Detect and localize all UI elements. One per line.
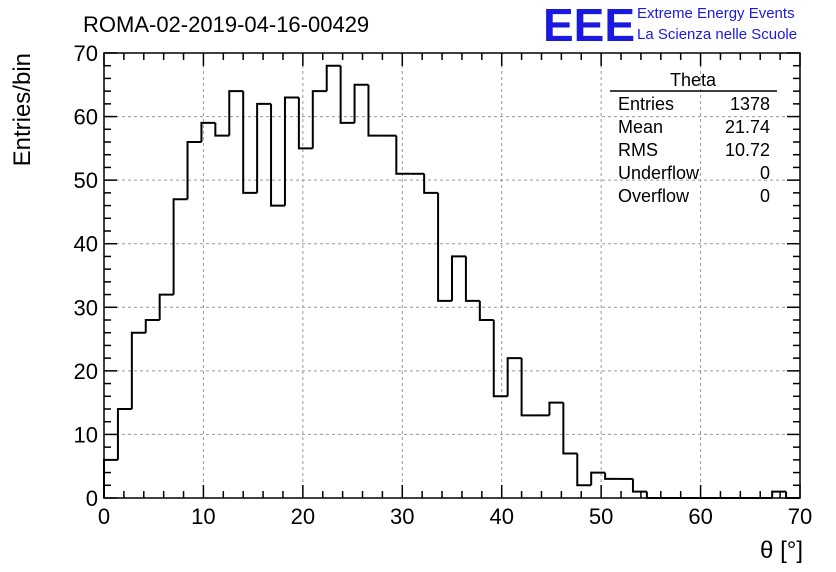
y-tick-label: 10 bbox=[74, 422, 98, 447]
histogram-bin bbox=[604, 472, 620, 480]
histogram-bin bbox=[631, 478, 647, 493]
histogram-bin bbox=[228, 90, 244, 136]
y-axis-title: Entries/bin bbox=[9, 53, 36, 166]
stats-value-mean: 21.74 bbox=[725, 117, 770, 137]
y-tick-label: 60 bbox=[74, 105, 98, 130]
histogram-bin bbox=[492, 320, 508, 398]
axis-ticks bbox=[103, 52, 801, 499]
histogram-bin bbox=[172, 198, 188, 295]
histogram-bin bbox=[645, 491, 661, 499]
histogram-bin bbox=[464, 256, 480, 302]
stats-value-underflow: 0 bbox=[760, 163, 770, 183]
histogram-bin bbox=[437, 192, 452, 302]
x-tick-label: 50 bbox=[589, 504, 613, 529]
x-tick-label: 20 bbox=[291, 504, 315, 529]
x-tick-labels: 0 10 20 30 40 50 60 70 bbox=[98, 504, 812, 529]
stats-value-entries: 1378 bbox=[730, 94, 770, 114]
y-tick-label: 50 bbox=[74, 168, 98, 193]
histogram-bin bbox=[339, 65, 355, 124]
histogram-bins bbox=[103, 64, 800, 499]
x-tick-label: 40 bbox=[489, 504, 513, 529]
histogram-bin bbox=[590, 471, 606, 486]
histogram-bin bbox=[353, 83, 369, 123]
stats-label-mean: Mean bbox=[618, 117, 663, 137]
histogram-bin bbox=[297, 97, 313, 150]
y-tick-label: 30 bbox=[74, 295, 98, 320]
histogram-bin bbox=[562, 402, 578, 455]
histogram-bin bbox=[103, 458, 118, 498]
y-tick-label: 70 bbox=[74, 41, 98, 66]
stats-row-underflow: Underflow 0 bbox=[618, 163, 770, 183]
histogram-bin bbox=[548, 401, 564, 416]
histogram-bin bbox=[367, 84, 383, 137]
stats-row-overflow: Overflow 0 bbox=[618, 186, 770, 206]
histogram-bin bbox=[576, 453, 592, 487]
histogram-bin bbox=[506, 357, 522, 397]
stats-value-rms: 10.72 bbox=[725, 140, 770, 160]
histogram-bin bbox=[144, 319, 160, 333]
histogram-bin bbox=[283, 96, 299, 206]
stats-row-mean: Mean 21.74 bbox=[618, 117, 770, 137]
histogram-bin bbox=[771, 490, 787, 498]
histogram-bin bbox=[256, 102, 272, 193]
histogram-bin bbox=[200, 121, 216, 142]
x-tick-label: 0 bbox=[98, 504, 110, 529]
stats-row-entries: Entries 1378 bbox=[618, 94, 770, 114]
logo-text-line2: La Scienza nelle Scuole bbox=[637, 26, 797, 43]
eee-logo: EEE Extreme Energy Events La Scienza nel… bbox=[543, 0, 797, 51]
eee-logo-mark: EEE bbox=[543, 0, 635, 51]
stats-title: Theta bbox=[670, 70, 717, 90]
y-tick-label: 20 bbox=[74, 359, 98, 384]
chart-title: ROMA-02-2019-04-16-00429 bbox=[83, 12, 369, 37]
histogram-bin bbox=[311, 90, 327, 149]
plot-frame bbox=[103, 52, 801, 499]
x-tick-label: 30 bbox=[390, 504, 414, 529]
histogram-bin bbox=[520, 358, 536, 417]
y-tick-labels: 0 10 20 30 40 50 60 70 bbox=[74, 41, 98, 511]
y-tick-label: 40 bbox=[74, 232, 98, 257]
x-axis-title: θ [°] bbox=[760, 537, 803, 564]
histogram-bin bbox=[130, 331, 146, 409]
stats-label-underflow: Underflow bbox=[618, 163, 700, 183]
histogram-bin bbox=[451, 255, 466, 301]
histogram-bin bbox=[242, 91, 258, 194]
logo-text-line1: Extreme Energy Events bbox=[637, 5, 795, 22]
histogram-bin bbox=[478, 300, 494, 321]
histogram-bin bbox=[270, 103, 285, 207]
y-tick-label: 0 bbox=[86, 486, 98, 511]
stats-label-rms: RMS bbox=[618, 140, 658, 160]
grid-lines bbox=[104, 53, 800, 498]
x-tick-label: 60 bbox=[688, 504, 712, 529]
stats-value-overflow: 0 bbox=[760, 186, 770, 206]
stats-box: Theta Entries 1378 Mean 21.74 RMS 10.72 … bbox=[610, 70, 777, 206]
x-tick-label: 10 bbox=[191, 504, 215, 529]
histogram-bin bbox=[395, 135, 411, 175]
stats-row-rms: RMS 10.72 bbox=[618, 140, 770, 160]
histogram-bin bbox=[214, 122, 230, 137]
histogram-bin bbox=[325, 64, 341, 92]
histogram-bin bbox=[158, 293, 174, 320]
x-tick-label: 70 bbox=[788, 504, 812, 529]
histogram-bin bbox=[116, 408, 132, 460]
histogram-bin bbox=[186, 141, 202, 200]
stats-label-entries: Entries bbox=[618, 94, 674, 114]
histogram-bin bbox=[785, 491, 800, 499]
histogram-bin bbox=[423, 173, 439, 194]
stats-label-overflow: Overflow bbox=[618, 186, 690, 206]
